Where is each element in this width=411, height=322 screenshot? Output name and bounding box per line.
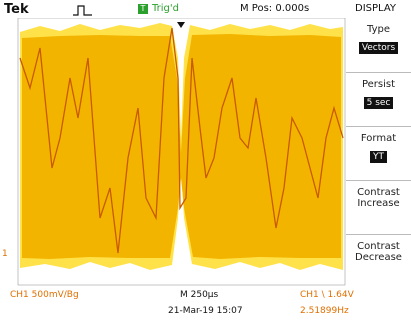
- timebase: M 250µs: [180, 290, 218, 300]
- menu-value: Vectors: [359, 42, 398, 54]
- trigger-icon: T: [138, 4, 148, 14]
- trigger-level: CH1 \ 1.64V: [300, 290, 354, 300]
- brand: Tek: [4, 2, 29, 17]
- menu-item[interactable]: Type Vectors: [346, 18, 411, 70]
- menu-value: YT: [370, 151, 387, 163]
- menu-value: Decrease: [346, 252, 411, 263]
- menu-label: Contrast: [346, 187, 411, 198]
- acq-icon: [72, 4, 94, 16]
- menu-item[interactable]: Format YT: [346, 126, 411, 179]
- menu-label: Type: [346, 24, 411, 35]
- menu-value: 5 sec: [364, 97, 394, 109]
- trigger-status: Trig'd: [152, 3, 179, 14]
- menu-label: Format: [346, 133, 411, 144]
- horizontal-position: M Pos: 0.000s: [240, 3, 309, 14]
- menu-value: Increase: [346, 198, 411, 209]
- frequency: 2.51899Hz: [300, 306, 349, 316]
- scope-screen: Tek T Trig'd M Pos: 0.000s DISPLAY 1 Typ…: [0, 0, 411, 322]
- menu-label: Contrast: [346, 241, 411, 252]
- date-time: 21-Mar-19 15:07: [168, 306, 243, 316]
- menu-label: Persist: [346, 79, 411, 90]
- menu-item[interactable]: Persist 5 sec: [346, 72, 411, 125]
- menu-title: DISPLAY: [355, 3, 396, 14]
- waveform-area: [0, 18, 346, 286]
- channel-scale: CH1 500mV/Bg: [10, 290, 79, 300]
- channel-marker: 1: [2, 249, 8, 259]
